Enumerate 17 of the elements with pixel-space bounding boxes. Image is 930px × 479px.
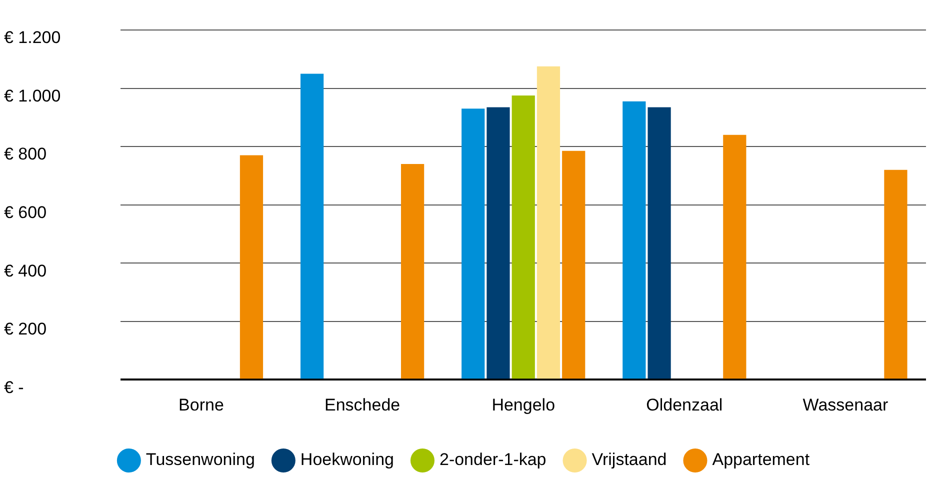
y-tick-label: € 800 bbox=[4, 144, 47, 164]
x-tick-label: Wassenaar bbox=[802, 395, 888, 414]
y-tick-label: € 600 bbox=[4, 202, 47, 222]
y-tick-label: € 1.000 bbox=[4, 86, 61, 106]
y-tick-label: € - bbox=[4, 378, 24, 397]
x-tick-label: Hengelo bbox=[492, 395, 556, 414]
legend-label: 2-onder-1-kap bbox=[439, 450, 546, 470]
y-tick-label: € 400 bbox=[4, 261, 47, 280]
x-tick-label: Borne bbox=[178, 395, 224, 414]
x-tick-label: Oldenzaal bbox=[646, 395, 723, 414]
legend-label: Vrijstaand bbox=[592, 450, 667, 470]
x-tick-label: Enschede bbox=[324, 395, 400, 414]
legend-label: Appartement bbox=[712, 450, 810, 470]
y-tick-label: € 1.200 bbox=[4, 28, 61, 48]
y-tick-label: € 200 bbox=[4, 320, 47, 339]
legend-label: Tussenwoning bbox=[146, 450, 255, 470]
legend-label: Hoekwoning bbox=[300, 450, 394, 470]
